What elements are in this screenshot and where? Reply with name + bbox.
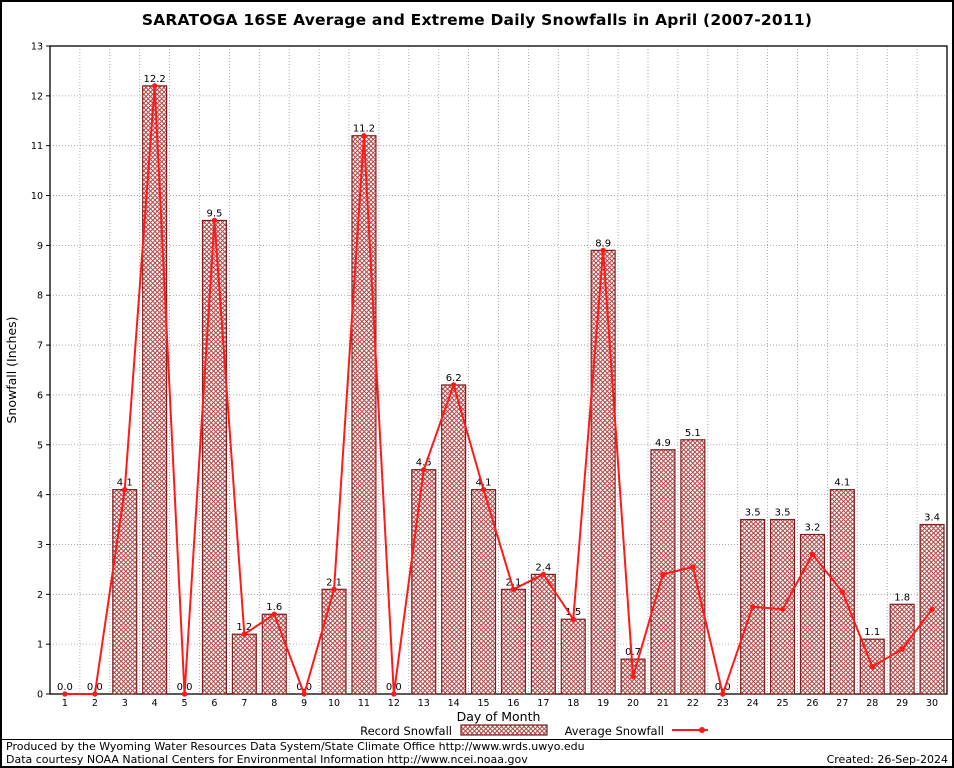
svg-text:29: 29 xyxy=(896,698,908,709)
svg-text:20: 20 xyxy=(627,698,639,709)
chart-legend: Record Snowfall Average Snowfall xyxy=(360,724,708,738)
svg-text:19: 19 xyxy=(597,698,609,709)
svg-text:11: 11 xyxy=(358,698,370,709)
svg-text:15: 15 xyxy=(478,698,490,709)
svg-text:6: 6 xyxy=(37,390,43,401)
svg-text:23: 23 xyxy=(717,698,729,709)
svg-text:2: 2 xyxy=(92,698,98,709)
svg-text:8: 8 xyxy=(271,698,277,709)
svg-text:6.2: 6.2 xyxy=(446,373,462,384)
svg-text:4.1: 4.1 xyxy=(476,478,492,489)
legend-average-label: Average Snowfall xyxy=(565,724,664,738)
svg-text:4: 4 xyxy=(152,698,158,709)
svg-text:7: 7 xyxy=(37,341,43,352)
svg-text:12.2: 12.2 xyxy=(144,74,166,85)
chart-title: SARATOGA 16SE Average and Extreme Daily … xyxy=(141,11,813,29)
svg-text:18: 18 xyxy=(567,698,579,709)
footer: Produced by the Wyoming Water Resources … xyxy=(2,739,952,766)
legend-record-swatch xyxy=(460,724,548,736)
svg-text:14: 14 xyxy=(448,698,460,709)
svg-text:4.5: 4.5 xyxy=(416,458,432,469)
svg-text:7: 7 xyxy=(241,698,247,709)
svg-text:4.9: 4.9 xyxy=(655,438,671,449)
svg-text:9: 9 xyxy=(301,698,307,709)
svg-text:5.1: 5.1 xyxy=(685,428,701,439)
legend-average-marker xyxy=(699,727,705,733)
svg-text:3: 3 xyxy=(37,540,43,551)
footer-data-courtesy: Data courtesy NOAA National Centers for … xyxy=(6,752,528,766)
svg-text:17: 17 xyxy=(537,698,549,709)
footer-produced-by: Produced by the Wyoming Water Resources … xyxy=(6,740,585,753)
svg-text:11.2: 11.2 xyxy=(353,124,375,135)
svg-text:3.4: 3.4 xyxy=(924,513,940,524)
svg-text:2.4: 2.4 xyxy=(535,562,551,573)
svg-text:22: 22 xyxy=(687,698,699,709)
svg-text:1: 1 xyxy=(62,698,68,709)
svg-text:4: 4 xyxy=(37,490,43,501)
svg-text:5: 5 xyxy=(37,440,43,451)
svg-text:10: 10 xyxy=(328,698,340,709)
svg-text:3.2: 3.2 xyxy=(804,522,820,533)
svg-text:3.5: 3.5 xyxy=(775,508,791,519)
footer-created: Created: 26-Sep-2024 xyxy=(826,752,948,766)
svg-text:0: 0 xyxy=(37,690,43,701)
svg-text:27: 27 xyxy=(836,698,848,709)
svg-text:26: 26 xyxy=(806,698,818,709)
svg-text:1.1: 1.1 xyxy=(864,627,880,638)
svg-text:2: 2 xyxy=(37,590,43,601)
svg-text:9.5: 9.5 xyxy=(206,208,222,219)
svg-text:Snowfall (Inches): Snowfall (Inches) xyxy=(4,316,19,423)
svg-text:6: 6 xyxy=(211,698,217,709)
svg-text:11: 11 xyxy=(31,141,43,152)
svg-text:1.8: 1.8 xyxy=(894,592,910,603)
svg-text:3.5: 3.5 xyxy=(745,508,761,519)
snowfall-chart: Record Snowfall Average Snowfall 0123456… xyxy=(4,42,948,738)
svg-text:12: 12 xyxy=(388,698,400,709)
svg-text:12: 12 xyxy=(31,91,43,102)
svg-text:21: 21 xyxy=(657,698,669,709)
svg-text:25: 25 xyxy=(777,698,789,709)
svg-text:3: 3 xyxy=(122,698,128,709)
svg-text:1: 1 xyxy=(37,640,43,651)
svg-text:10: 10 xyxy=(31,191,43,202)
svg-text:8: 8 xyxy=(37,291,43,302)
svg-text:0.0: 0.0 xyxy=(57,682,73,693)
svg-text:9: 9 xyxy=(37,241,43,252)
svg-text:1.6: 1.6 xyxy=(266,602,282,613)
legend-record-label: Record Snowfall xyxy=(360,724,452,738)
svg-text:13: 13 xyxy=(418,698,430,709)
svg-text:0.0: 0.0 xyxy=(715,682,731,693)
svg-text:0.7: 0.7 xyxy=(625,647,641,658)
svg-text:4.1: 4.1 xyxy=(834,478,850,489)
svg-text:28: 28 xyxy=(866,698,878,709)
svg-text:13: 13 xyxy=(31,42,43,53)
svg-text:16: 16 xyxy=(507,698,519,709)
svg-text:5: 5 xyxy=(182,698,188,709)
svg-text:8.9: 8.9 xyxy=(595,238,611,249)
svg-text:Day of Month: Day of Month xyxy=(457,709,541,724)
svg-text:30: 30 xyxy=(926,698,938,709)
svg-text:0.0: 0.0 xyxy=(296,682,312,693)
svg-text:2.1: 2.1 xyxy=(505,577,521,588)
svg-text:24: 24 xyxy=(747,698,759,709)
